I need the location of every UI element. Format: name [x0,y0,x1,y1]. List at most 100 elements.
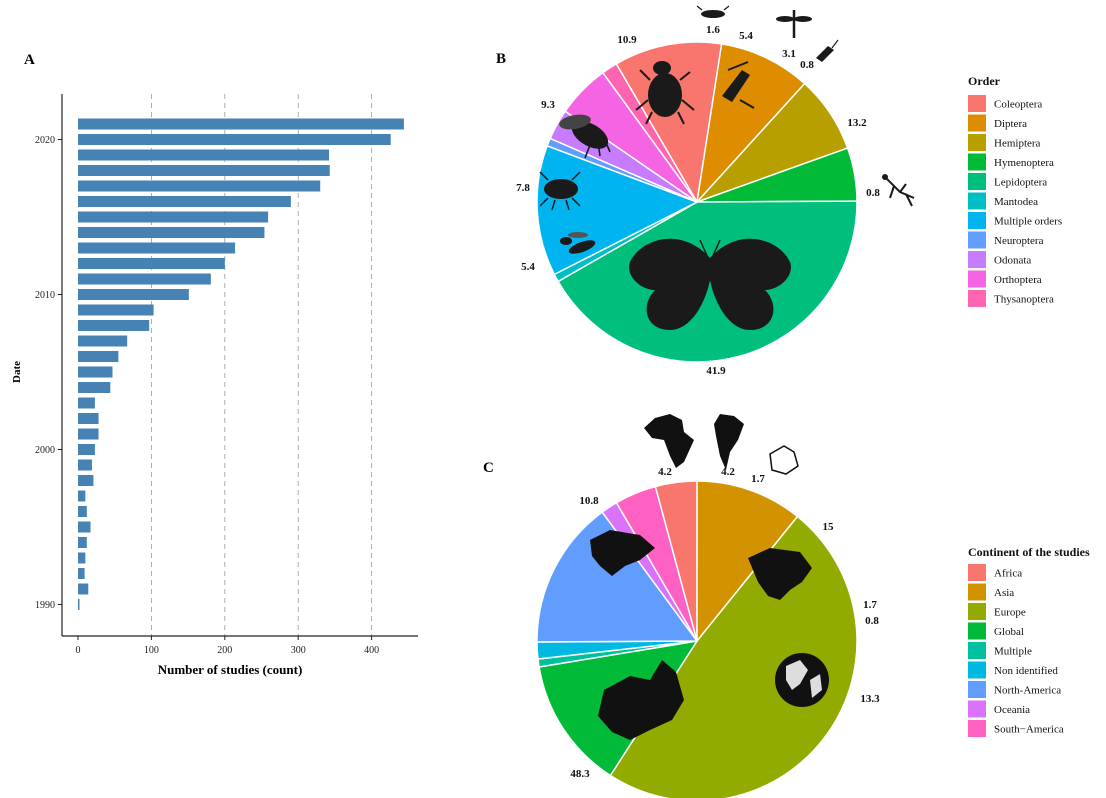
y-tick-label: 2020 [35,135,55,146]
y-axis-title: Date [11,361,23,383]
bar-2020 [78,134,391,145]
slice-label: 13.3 [860,693,880,705]
x-tick-label: 300 [291,645,306,656]
mantis-icon [882,174,915,207]
bar-1998 [78,475,94,486]
legend-item-label: Multiple orders [994,216,1062,228]
oceania-icon [769,445,799,475]
slice-label: 3.1 [782,48,796,60]
legend-item-label: Lepidoptera [994,177,1047,189]
legend-item-label: Europe [994,607,1026,619]
bar-1995 [78,521,91,533]
slice-label: 15 [823,521,835,533]
slice-label: 5.4 [739,30,753,42]
slice-north-america [536,511,699,643]
legend-swatch [968,173,986,190]
wasp-icon [560,232,596,254]
slice-asia [696,480,799,644]
bar-2003 [78,397,95,409]
grasshopper-icon [722,61,755,109]
bar-2018 [78,165,330,176]
panel-label-b: B [496,51,506,67]
legend-swatch [968,603,986,620]
legend-swatch [968,153,986,171]
slice-label: 13.2 [847,117,867,129]
slice-europe [609,515,858,798]
bar-2006 [78,351,119,362]
bar-2014 [78,227,265,238]
bar-1994 [78,537,87,548]
slice-label: 41.9 [706,365,726,377]
legend-swatch [968,270,986,288]
legend-item-label: Coleoptera [994,99,1042,111]
legend-continent: Continent of the studies Africa Asia Europ… [968,545,1090,737]
legend-item-label: Orthoptera [994,274,1042,286]
bar-2004 [78,382,111,393]
legend-swatch [968,720,986,737]
y-tick-label: 1990 [35,600,55,611]
legend-swatch [968,95,986,112]
bar-1999 [78,459,92,471]
legend-item-label: Asia [994,587,1014,599]
asia-icon [590,530,655,576]
butterfly-icon [629,238,791,330]
slice-coleoptera [615,41,723,205]
legend-swatch [968,642,986,659]
bar-2005 [78,366,113,378]
legend-swatch [968,212,986,229]
legend-swatch [968,290,986,307]
slice-multiple-orders [536,144,699,276]
legend-swatch [968,681,986,698]
x-tick-label: 200 [217,645,232,656]
globe-icon [775,653,829,707]
legend-item-label: Thysanoptera [994,294,1054,306]
legend-item-label: Oceania [994,704,1030,716]
europe-icon [598,660,684,740]
africa-icon [644,414,694,468]
bar-chart: 0 100 200 300 400 1990 2000 2010 2020 Number of… [11,94,418,677]
x-tick-label: 100 [144,645,159,656]
bar-2010 [78,289,189,300]
bar-2021 [78,118,404,130]
slice-south-america [615,485,698,642]
slice-label: 10.9 [617,34,637,46]
bar-2009 [78,304,154,316]
lacewing-icon [816,39,839,62]
slice-label: 5.4 [521,261,535,273]
dragonfly-icon [776,10,812,38]
slice-label: 1.7 [863,599,877,611]
north-america-icon [748,548,812,600]
y-tick-label: 2010 [35,290,55,301]
bar-2015 [78,211,269,223]
legend-item-label: Africa [994,568,1022,580]
x-axis-ticks: 0 100 200 300 400 [76,636,379,656]
fly-icon [559,114,611,159]
pie-chart-order: 10.9 9.3 7.8 5.4 41.9 0.8 13.2 0.8 3.1 5.4 1.6 [516,24,880,377]
legend-swatch [968,622,986,640]
bar-1997 [78,490,86,502]
south-america-icon [714,414,744,470]
legend-swatch [968,134,986,151]
x-tick-label: 0 [76,645,81,656]
bar-1993 [78,552,86,564]
y-axis-ticks: 1990 2000 2010 2020 [35,135,62,611]
legend-title-continent: Continent of the studies [968,545,1090,559]
x-axis-title: Number of studies (count) [158,662,303,677]
bar-2019 [78,149,330,161]
insect-silhouettes [539,5,915,330]
continent-silhouettes [590,414,829,740]
x-tick-label: 400 [364,645,379,656]
thrips-icon [696,5,730,18]
legend-item-label: Odonata [994,255,1031,267]
bar-1991 [78,583,89,595]
slice-label: 4.2 [721,466,735,478]
legend-swatch [968,661,986,679]
bar-2011 [78,273,211,285]
slice-label: 0.8 [866,187,880,199]
slice-label: 7.8 [516,182,530,194]
legend-item-label: Multiple [994,646,1032,658]
bar-2007 [78,335,128,347]
slice-thysanoptera [601,62,698,203]
slice-label: 4.2 [658,466,672,478]
